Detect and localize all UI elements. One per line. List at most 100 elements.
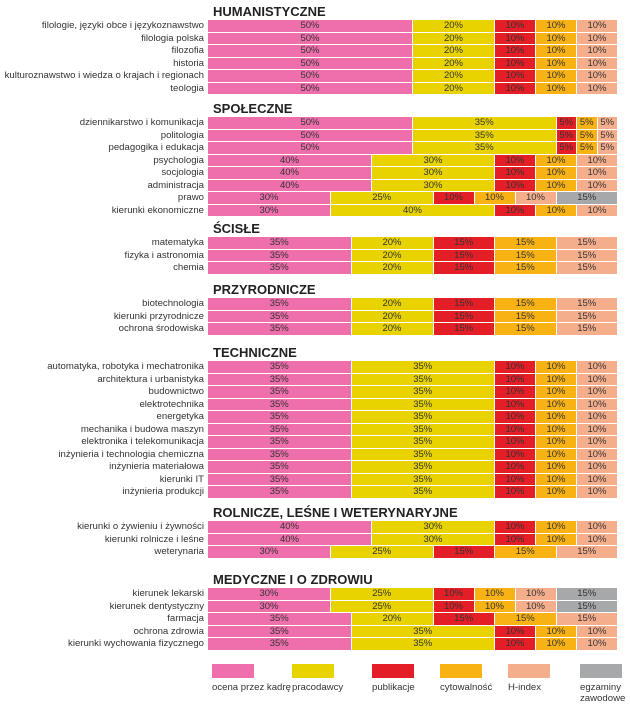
bar-segment-1: 35% <box>351 373 495 385</box>
bar-segment-3: 10% <box>536 625 577 637</box>
bar-segment-2: 10% <box>495 533 536 545</box>
bar-row: kierunki rolnicze i leśne 40% 30% 10% 10% 10% <box>0 533 630 545</box>
bar-row: inżynieria produkcji 35% 35% 10% 10% 10% <box>0 486 630 498</box>
legend-item: ocena przez kadrę <box>212 664 291 693</box>
row-label: administracja <box>147 179 204 191</box>
bar-row: politologia 50% 35% 5% 5% 5% <box>0 129 630 141</box>
stacked-bar: 40% 30% 10% 10% 10% <box>208 521 618 533</box>
row-label: ochrona środowiska <box>118 323 204 334</box>
bar-segment-4: 10% <box>577 204 618 216</box>
bar-segment-3: 15% <box>495 546 557 558</box>
bar-segment-2: 15% <box>433 237 495 249</box>
stacked-bar: 35% 20% 15% 15% 15% <box>208 249 618 261</box>
bar-segment-2: 10% <box>495 398 536 410</box>
row-label: kierunki IT <box>159 473 204 485</box>
stacked-bar: 35% 35% 10% 10% 10% <box>208 625 618 637</box>
bar-segment-0: 50% <box>208 117 413 129</box>
bar-row: kierunki wychowania fizycznego 35% 35% 10% 1… <box>0 638 630 650</box>
bar-row: ochrona środowiska 35% 20% 15% 15% 15% <box>0 323 630 335</box>
bar-segment-0: 35% <box>208 249 352 261</box>
bar-segment-2: 10% <box>495 625 536 637</box>
stacked-bar: 40% 30% 10% 10% 10% <box>208 167 618 179</box>
bar-segment-0: 35% <box>208 638 352 650</box>
bar-row: kierunki przyrodnicze 35% 20% 15% 15% 15% <box>0 310 630 322</box>
bar-segment-0: 30% <box>208 588 331 600</box>
row-label: weterynaria <box>154 546 204 557</box>
row-label: filozofia <box>171 45 204 56</box>
bar-segment-0: 35% <box>208 323 352 335</box>
row-label: farmacja <box>167 613 204 624</box>
bar-row: kierunki o żywieniu i żywności 40% 30% 10% 1… <box>0 521 630 533</box>
stacked-bar: 35% 35% 10% 10% 10% <box>208 486 618 498</box>
row-label: historia <box>173 57 204 69</box>
stacked-bar: 35% 20% 15% 15% 15% <box>208 237 618 249</box>
bar-segment-2: 10% <box>433 600 475 612</box>
bar-segment-1: 30% <box>372 521 495 533</box>
bar-segment-0: 35% <box>208 448 352 460</box>
bar-segment-4: 5% <box>597 129 618 141</box>
bar-segment-1: 35% <box>351 448 495 460</box>
bar-row: farmacja 35% 20% 15% 15% 15% <box>0 613 630 625</box>
bar-segment-1: 30% <box>372 154 495 166</box>
bar-segment-4: 5% <box>597 117 618 129</box>
bar-segment-3: 10% <box>474 600 516 612</box>
bar-segment-0: 35% <box>208 486 352 498</box>
row-label: kulturoznawstwo i wiedza o krajach i reg… <box>4 70 204 81</box>
bar-segment-4: 10% <box>577 533 618 545</box>
bar-segment-3: 15% <box>495 298 557 310</box>
legend-label: publikacje <box>372 682 415 693</box>
bar-segment-1: 20% <box>413 20 495 32</box>
legend-item: cytowalność <box>440 664 492 693</box>
bar-segment-4: 10% <box>577 386 618 398</box>
bar-segment-4: 10% <box>577 20 618 32</box>
bar-segment-3: 10% <box>536 82 577 94</box>
bar-segment-2: 15% <box>433 249 495 261</box>
bar-segment-1: 25% <box>331 192 434 204</box>
bar-segment-3: 10% <box>536 398 577 410</box>
bar-segment-2: 10% <box>495 82 536 94</box>
row-label: elektrotechnika <box>139 398 204 410</box>
bar-row: administracja 40% 30% 10% 10% 10% <box>0 179 630 191</box>
bar-segment-1: 35% <box>413 142 557 154</box>
bar-segment-4: 10% <box>577 423 618 435</box>
bar-segment-2: 15% <box>433 613 495 625</box>
bar-row: kierunki ekonomiczne 30% 40% 10% 10% 10% <box>0 204 630 216</box>
bar-row: dziennikarstwo i komunikacja 50% 35% 5% 5% 5% <box>0 117 630 129</box>
bar-segment-1: 30% <box>372 167 495 179</box>
bar-segment-3: 10% <box>536 373 577 385</box>
bar-row: inżynieria materiałowa 35% 35% 10% 10% 10% <box>0 461 630 473</box>
stacked-bar: 35% 35% 10% 10% 10% <box>208 461 618 473</box>
stacked-bar: 50% 20% 10% 10% 10% <box>208 70 618 82</box>
bar-segment-0: 35% <box>208 262 352 274</box>
bar-segment-2: 15% <box>433 323 495 335</box>
section-0: HUMANISTYCZNE filologie, języki obce i ję… <box>0 3 630 95</box>
bar-row: elektronika i telekomunikacja 35% 35% 10% 10… <box>0 436 630 448</box>
bar-segment-4: 10% <box>577 45 618 57</box>
bar-segment-0: 40% <box>208 521 372 533</box>
bar-segment-2: 5% <box>556 142 577 154</box>
bar-segment-4: 10% <box>577 167 618 179</box>
bar-segment-2: 10% <box>495 436 536 448</box>
stacked-bar: 50% 20% 10% 10% 10% <box>208 20 618 32</box>
row-label: filologia polska <box>141 32 204 44</box>
section-6: MEDYCZNE I O ZDROWIU kierunek lekarski 30%… <box>0 571 630 651</box>
bar-segment-3: 10% <box>536 361 577 373</box>
bar-row: matematyka 35% 20% 15% 15% 15% <box>0 237 630 249</box>
bar-segment-1: 35% <box>351 386 495 398</box>
bar-segment-4: 10% <box>577 32 618 44</box>
legend-item: egzaminy zawodowe <box>580 664 630 704</box>
section-title: ŚCISŁE <box>213 221 260 236</box>
bar-segment-2: 10% <box>433 192 475 204</box>
stacked-bar: 35% 20% 15% 15% 15% <box>208 310 618 322</box>
bar-row: historia 50% 20% 10% 10% 10% <box>0 57 630 69</box>
row-label: matematyka <box>151 237 204 248</box>
stacked-bar: 35% 20% 15% 15% 15% <box>208 298 618 310</box>
stacked-bar: 35% 20% 15% 15% 15% <box>208 262 618 274</box>
row-label: psychologia <box>153 154 204 166</box>
legend-swatch <box>580 664 622 678</box>
section-title: TECHNICZNE <box>213 345 297 360</box>
bar-row: chemia 35% 20% 15% 15% 15% <box>0 262 630 274</box>
bar-segment-0: 50% <box>208 142 413 154</box>
bar-segment-1: 20% <box>351 298 434 310</box>
bar-segment-4: 10% <box>577 411 618 423</box>
